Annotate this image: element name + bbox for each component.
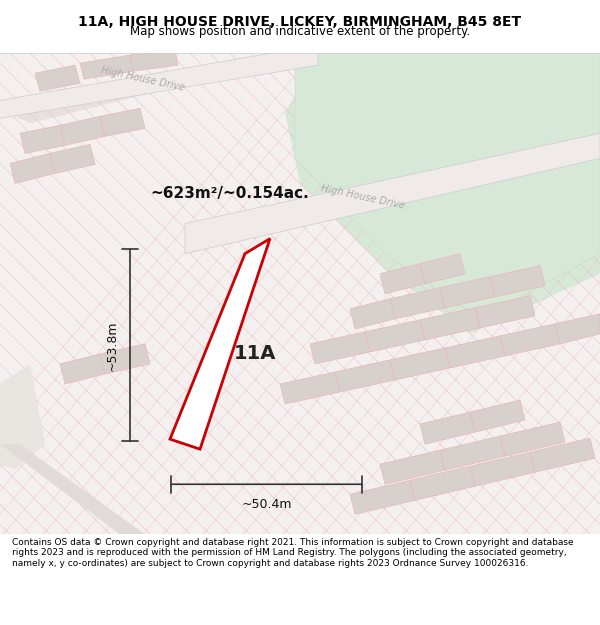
Polygon shape bbox=[350, 299, 395, 329]
Polygon shape bbox=[420, 412, 475, 444]
Polygon shape bbox=[390, 288, 445, 319]
Polygon shape bbox=[60, 116, 105, 146]
Polygon shape bbox=[0, 48, 318, 118]
Polygon shape bbox=[20, 125, 65, 153]
Polygon shape bbox=[50, 144, 95, 173]
Text: ~53.8m: ~53.8m bbox=[106, 320, 119, 371]
Polygon shape bbox=[350, 480, 415, 514]
Polygon shape bbox=[420, 254, 465, 284]
Text: High House Drive: High House Drive bbox=[100, 66, 185, 93]
Polygon shape bbox=[130, 49, 178, 71]
Polygon shape bbox=[390, 348, 450, 380]
Polygon shape bbox=[500, 422, 565, 456]
Polygon shape bbox=[295, 53, 600, 319]
Polygon shape bbox=[280, 372, 340, 404]
Polygon shape bbox=[440, 436, 505, 470]
Polygon shape bbox=[420, 308, 480, 340]
Text: High House Drive: High House Drive bbox=[320, 183, 406, 211]
Polygon shape bbox=[35, 65, 80, 91]
Polygon shape bbox=[490, 266, 545, 297]
Polygon shape bbox=[500, 324, 560, 356]
Polygon shape bbox=[100, 344, 150, 374]
Polygon shape bbox=[335, 360, 395, 392]
Polygon shape bbox=[60, 354, 105, 384]
Polygon shape bbox=[410, 466, 475, 500]
Polygon shape bbox=[0, 444, 145, 534]
Text: Map shows position and indicative extent of the property.: Map shows position and indicative extent… bbox=[130, 25, 470, 38]
Text: Contains OS data © Crown copyright and database right 2021. This information is : Contains OS data © Crown copyright and d… bbox=[12, 538, 574, 568]
Polygon shape bbox=[445, 336, 505, 368]
Polygon shape bbox=[475, 296, 535, 328]
Polygon shape bbox=[0, 364, 45, 469]
Polygon shape bbox=[365, 320, 425, 352]
Polygon shape bbox=[310, 332, 370, 364]
Polygon shape bbox=[555, 314, 600, 344]
Polygon shape bbox=[530, 438, 595, 472]
Polygon shape bbox=[380, 264, 425, 294]
Polygon shape bbox=[80, 55, 134, 79]
Polygon shape bbox=[470, 452, 535, 486]
Text: ~50.4m: ~50.4m bbox=[241, 498, 292, 511]
Text: 11A: 11A bbox=[234, 344, 276, 363]
Polygon shape bbox=[100, 108, 145, 136]
Polygon shape bbox=[440, 277, 495, 308]
Polygon shape bbox=[380, 450, 445, 484]
Text: ~623m²/~0.154ac.: ~623m²/~0.154ac. bbox=[151, 186, 310, 201]
Polygon shape bbox=[470, 400, 525, 432]
Polygon shape bbox=[170, 239, 270, 449]
Polygon shape bbox=[185, 133, 600, 254]
Polygon shape bbox=[10, 153, 55, 184]
Text: 11A, HIGH HOUSE DRIVE, LICKEY, BIRMINGHAM, B45 8ET: 11A, HIGH HOUSE DRIVE, LICKEY, BIRMINGHA… bbox=[79, 15, 521, 29]
